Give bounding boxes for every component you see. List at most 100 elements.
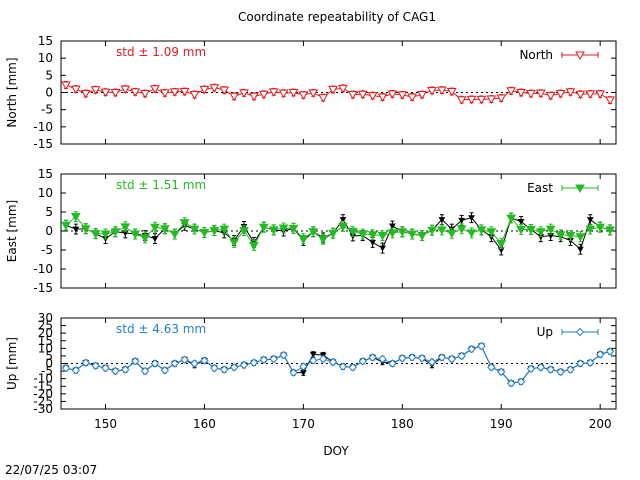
y-tick-label: 25 xyxy=(38,319,53,333)
series-point xyxy=(70,213,81,222)
series-point xyxy=(467,344,476,354)
series-point xyxy=(299,362,308,371)
y-tick-label: 0 xyxy=(45,224,53,238)
series-point xyxy=(595,90,606,99)
series-point xyxy=(545,225,556,235)
series-point xyxy=(347,227,358,237)
series-point xyxy=(160,89,170,98)
series-point xyxy=(566,365,575,374)
reference-series-point xyxy=(379,245,386,252)
series-point xyxy=(91,361,100,370)
series-point xyxy=(239,360,249,370)
reference-series-point xyxy=(458,217,466,224)
series-point xyxy=(506,379,516,388)
y-tick-label: 30 xyxy=(38,311,53,325)
data-layer xyxy=(61,341,615,388)
series-point xyxy=(190,359,199,368)
series-point xyxy=(189,91,200,100)
series-point xyxy=(70,85,81,95)
series-point xyxy=(387,229,398,238)
series-point xyxy=(378,354,387,364)
series-point xyxy=(268,88,279,97)
series-point xyxy=(120,223,131,232)
series-point xyxy=(209,84,220,93)
series-point xyxy=(121,365,130,374)
series-point xyxy=(318,354,328,364)
reference-series-point xyxy=(72,226,80,233)
y-axis-label: East [mm] xyxy=(5,200,19,262)
series-point xyxy=(249,241,259,251)
series-point xyxy=(71,366,81,375)
series-point xyxy=(446,229,457,239)
series-point xyxy=(268,226,279,235)
series-point xyxy=(427,226,437,236)
std-annotation: std ± 1.09 mm xyxy=(116,45,206,59)
series-point xyxy=(61,363,71,373)
series-point xyxy=(308,228,319,237)
series-point xyxy=(150,359,160,368)
series-point xyxy=(140,90,150,99)
series-point xyxy=(586,358,595,367)
series-point xyxy=(219,225,230,235)
y-tick-label: -5 xyxy=(41,364,53,378)
series-point xyxy=(565,232,576,241)
series-point xyxy=(298,91,309,100)
series-point xyxy=(209,227,220,236)
series-point xyxy=(61,221,71,231)
reference-series-point xyxy=(339,217,347,224)
data-layer xyxy=(61,81,615,106)
legend-marker xyxy=(575,51,585,61)
y-axis-label: North [mm] xyxy=(5,57,19,127)
series-point xyxy=(595,350,605,359)
series-point xyxy=(417,91,427,100)
reference-series-point xyxy=(517,219,525,226)
y-tick-label: -5 xyxy=(41,103,53,117)
series-point xyxy=(497,367,506,377)
series-line xyxy=(65,345,611,384)
series-point xyxy=(110,228,121,237)
series-point xyxy=(229,92,239,102)
series-point xyxy=(398,353,407,363)
series-point xyxy=(407,230,418,240)
series-point xyxy=(556,367,565,377)
series-point xyxy=(417,232,427,241)
y-tick-label: 15 xyxy=(38,167,53,181)
series-point xyxy=(348,363,358,372)
series-point xyxy=(309,356,318,365)
series-point xyxy=(535,89,546,99)
series-point xyxy=(427,357,437,367)
series-point xyxy=(249,358,259,367)
series-point xyxy=(288,89,299,98)
series-point xyxy=(555,90,566,99)
series-point xyxy=(387,90,398,99)
reference-series-point xyxy=(309,351,317,358)
y-tick-label: -10 xyxy=(33,120,53,134)
x-tick-label: 160 xyxy=(193,417,216,431)
y-tick-label: 5 xyxy=(45,349,53,363)
y-axis-label: Up [mm] xyxy=(5,337,19,390)
series-point xyxy=(535,228,546,237)
series-point xyxy=(476,226,487,235)
series-point xyxy=(536,363,546,372)
series-point xyxy=(140,234,150,243)
series-point xyxy=(338,222,348,232)
series-point xyxy=(110,89,121,98)
series-point xyxy=(160,366,170,375)
series-point xyxy=(278,89,289,99)
y-tick-label: 10 xyxy=(38,341,53,355)
series-point xyxy=(150,223,160,233)
series-point xyxy=(289,368,298,377)
series-point xyxy=(605,226,615,235)
legend-label: North xyxy=(519,48,553,62)
series-point xyxy=(368,353,377,362)
series-point xyxy=(80,90,91,99)
series-point xyxy=(258,223,269,233)
reference-series-point xyxy=(389,223,396,230)
x-tick-label: 180 xyxy=(391,417,414,431)
figure-title: Coordinate repeatability of CAG1 xyxy=(238,10,436,24)
series-point xyxy=(81,358,90,367)
series-point xyxy=(397,228,408,237)
reference-series-point xyxy=(468,215,475,222)
